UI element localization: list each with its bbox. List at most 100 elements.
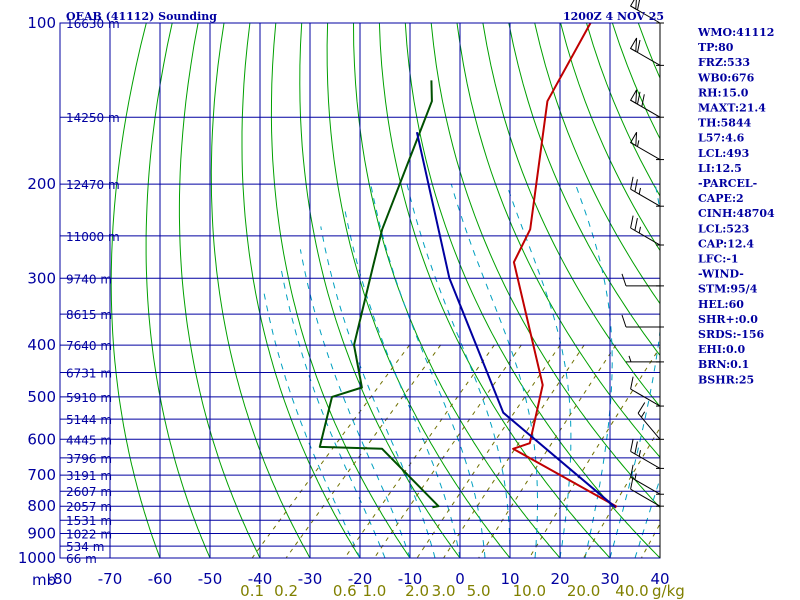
wind-barb [630, 476, 661, 507]
index-line: -WIND- [698, 268, 744, 281]
height-label: 534 m [66, 540, 104, 554]
wind-barb-staff [630, 476, 661, 495]
wind-barb-half-feather [640, 411, 646, 418]
height-label: 7640 m [66, 339, 112, 353]
index-line: BRN:0.1 [698, 358, 749, 371]
temperature-tick-label: -40 [248, 570, 273, 588]
wind-barb-half-feather [637, 140, 640, 147]
height-label: 1531 m [66, 514, 112, 528]
height-label: 6731 m [66, 367, 112, 381]
index-line: CAPE:2 [698, 192, 744, 205]
wind-barb [630, 438, 661, 469]
index-line: CAP:12.4 [698, 237, 754, 250]
wind-barb-feather [630, 176, 634, 190]
wind-barbs [621, 0, 664, 558]
index-line: TH:5844 [698, 117, 752, 130]
height-label: 5910 m [66, 391, 112, 405]
height-label: 66 m [66, 552, 97, 566]
wind-barb-staff [630, 188, 661, 207]
pressure-tick-label: 400 [27, 336, 56, 354]
height-label: 2607 m [66, 485, 112, 499]
mixing-ratio-label: 10.0 [513, 582, 546, 600]
wind-barb-staff [630, 227, 661, 246]
mixing-ratio-unit: g/kg [652, 582, 685, 600]
wind-barb [630, 464, 661, 495]
height-label: 3796 m [66, 452, 112, 466]
index-line: MAXT:21.4 [698, 102, 766, 115]
sounding-profiles [318, 23, 617, 509]
height-label: 11000 m [66, 230, 120, 244]
height-label: 9740 m [66, 272, 112, 286]
pressure-tick-label: 500 [27, 388, 56, 406]
moist-adiabat [280, 270, 386, 558]
mixing-ratio-label: 0.6 [333, 582, 357, 600]
temperature-tick-label: 20 [550, 570, 569, 588]
pressure-tick-label: 900 [27, 525, 56, 543]
index-line: WB0:676 [697, 71, 755, 84]
mixing-ratio-label: 3.0 [432, 582, 456, 600]
pressure-tick-label: 1000 [18, 549, 56, 567]
wind-barb [625, 355, 661, 363]
dewpoint-profile [318, 80, 440, 509]
index-line: RH:15.0 [698, 86, 749, 99]
mixing-ratio-label: 1.0 [362, 582, 386, 600]
wind-barb-feather [634, 179, 638, 192]
mixing-ratio-label: 0.1 [240, 582, 264, 600]
valid-time: 1200Z 4 NOV 25 [563, 10, 664, 23]
wind-barb [630, 376, 661, 407]
pressure-tick-label: 200 [27, 175, 56, 193]
wind-barb [621, 314, 661, 328]
temperature-profile [512, 23, 617, 509]
wind-barb-feather [641, 94, 645, 107]
wind-barb [630, 215, 661, 246]
index-line: STM:95/4 [698, 283, 758, 296]
wind-barb-pennant [629, 131, 638, 147]
wind-barb-feather [637, 402, 646, 414]
grid [60, 23, 660, 558]
wind-barb-half-feather [638, 187, 641, 195]
height-label: 12470 m [66, 178, 120, 192]
index-line: TP:80 [698, 41, 734, 54]
temperature-tick-label: -80 [48, 570, 73, 588]
index-line: WMO:41112 [697, 26, 774, 39]
wind-barb-feather [637, 91, 641, 105]
index-line: CINH:48704 [698, 207, 775, 220]
mixing-ratio-label: 0.2 [274, 582, 298, 600]
temperature-tick-label: -70 [98, 570, 123, 588]
wind-barb [629, 131, 661, 161]
wind-barb-feather [637, 0, 641, 11]
index-line: FRZ:533 [698, 56, 750, 69]
wind-barb-feather [634, 218, 638, 231]
temperature-tick-label: 30 [600, 570, 619, 588]
wind-barb-pennant [629, 0, 637, 10]
temperature-tick-label: 40 [650, 570, 669, 588]
height-label: 2057 m [66, 500, 112, 514]
pressure-tick-label: 100 [27, 14, 56, 32]
index-line: SHR+:0.0 [698, 313, 758, 326]
wind-barb-feather [630, 438, 634, 452]
temperature-tick-label: -10 [398, 570, 423, 588]
wind-barb-half-feather [638, 450, 641, 457]
index-line: SRDS:-156 [698, 328, 765, 341]
pressure-axis-label: mb [32, 571, 56, 589]
parcel-profile [415, 131, 617, 509]
stability-indices-panel: WMO:41112 TP:80 FRZ:533 WB0:676 RH:15.0 MAXT:… [697, 26, 775, 386]
temperature-tick-label: -30 [298, 570, 323, 588]
index-line: LI:12.5 [698, 162, 742, 175]
wind-barb [629, 89, 661, 118]
wind-barb [630, 176, 661, 207]
wind-barb-half-feather [634, 473, 637, 480]
pressure-tick-label: 800 [27, 497, 56, 515]
temperature-tick-label: -60 [148, 570, 173, 588]
index-line: BSHR:25 [698, 373, 754, 386]
wind-barb-feather [634, 441, 638, 454]
pressure-tick-label: 600 [27, 430, 56, 448]
temperature-tick-label: -20 [348, 570, 373, 588]
mixing-ratio-label: 5.0 [467, 582, 491, 600]
mixing-ratio-label: 40.0 [615, 582, 648, 600]
pressure-tick-label: 300 [27, 269, 56, 287]
wind-barb-feather [630, 476, 634, 490]
index-line: EHI:0.0 [698, 343, 745, 356]
